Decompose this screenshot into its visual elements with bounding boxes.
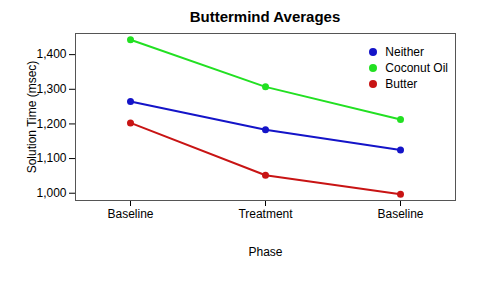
svg-text:1,400: 1,400 [36, 47, 66, 61]
html-text:Butter: Butter [385, 77, 418, 91]
svg-text:1,000: 1,000 [36, 186, 66, 200]
html-text:Buttermind Averages: Buttermind Averages [189, 8, 341, 25]
svg-text:Treatment: Treatment [238, 207, 293, 221]
svg-text:1,300: 1,300 [36, 82, 66, 96]
html-text:Coconut Oil: Coconut Oil [385, 61, 448, 75]
svg-text:Baseline: Baseline [107, 207, 153, 221]
svg-text:Solution Time (msec): Solution Time (msec) [25, 61, 39, 174]
svg-text:Phase: Phase [248, 245, 282, 259]
svg-text:Baseline: Baseline [377, 207, 423, 221]
html-text:Neither: Neither [385, 45, 424, 59]
svg-text:1,200: 1,200 [36, 117, 66, 131]
svg-text:1,100: 1,100 [36, 151, 66, 165]
